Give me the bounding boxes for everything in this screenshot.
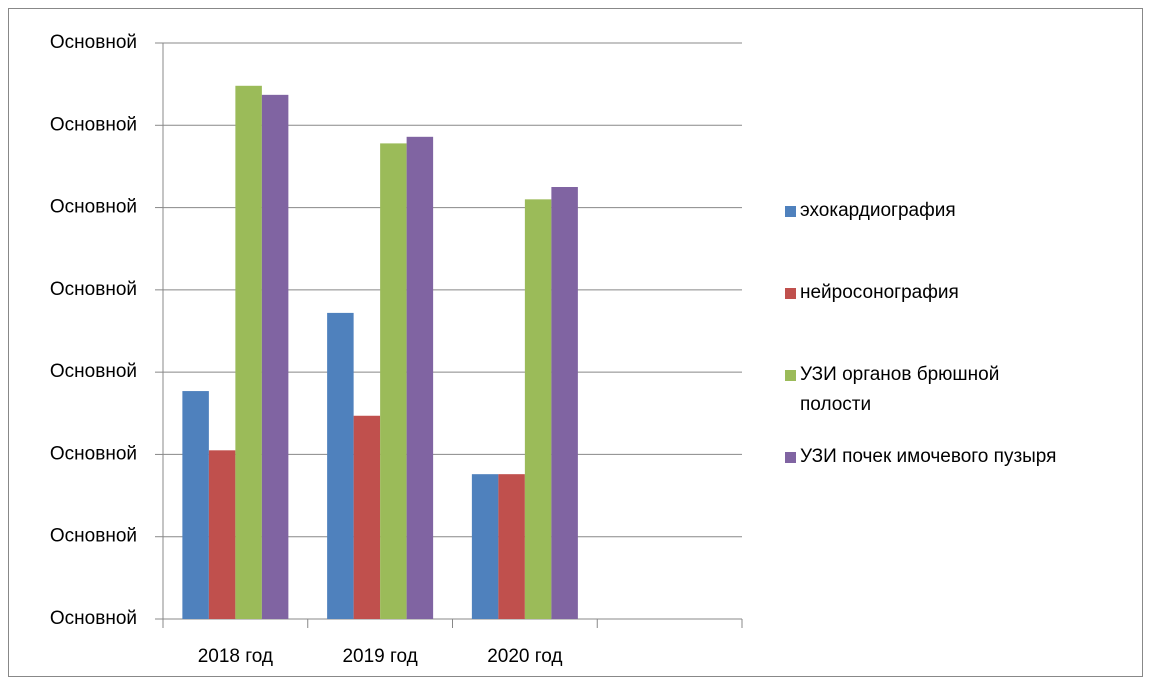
bar — [471, 474, 499, 619]
legend-item: УЗИ почек имочевого пузыря — [785, 442, 1145, 524]
legend: эхокардиография нейросонография УЗИ органо… — [785, 196, 1145, 524]
bar — [353, 415, 381, 619]
legend-label: эхокардиография — [800, 200, 956, 221]
legend-label: УЗИ органов брюшной полости — [800, 364, 1000, 415]
bar — [327, 312, 354, 619]
bar — [524, 199, 552, 620]
x-tick-label: 2018 год — [198, 646, 273, 667]
legend-item: эхокардиография — [785, 196, 1145, 278]
y-tick-label: Основной — [50, 608, 137, 629]
y-tick-label: Основной — [50, 32, 137, 53]
legend-item: нейросонография — [785, 278, 1145, 360]
legend-swatch — [785, 206, 796, 217]
bar — [406, 136, 434, 619]
bar — [235, 85, 262, 619]
bar — [380, 143, 407, 620]
bar — [498, 474, 525, 619]
legend-item: УЗИ органов брюшной полости — [785, 360, 1145, 442]
y-tick-label: Основной — [50, 526, 137, 547]
legend-swatch — [785, 288, 796, 299]
y-tick-label: Основной — [50, 279, 137, 300]
bar — [208, 450, 236, 619]
legend-label: нейросонография — [800, 282, 959, 303]
y-tick-label: Основной — [50, 197, 137, 218]
legend-swatch — [785, 370, 796, 381]
x-tick-label: 2020 год — [487, 646, 562, 667]
bar — [182, 391, 209, 619]
bar — [551, 187, 578, 619]
y-tick-label: Основной — [50, 443, 137, 464]
bar — [261, 94, 289, 620]
legend-swatch — [785, 452, 796, 463]
y-tick-label: Основной — [50, 361, 137, 382]
legend-label: УЗИ почек имочевого пузыря — [800, 446, 1057, 467]
y-tick-label: Основной — [50, 114, 137, 135]
x-tick-label: 2019 год — [342, 646, 417, 667]
